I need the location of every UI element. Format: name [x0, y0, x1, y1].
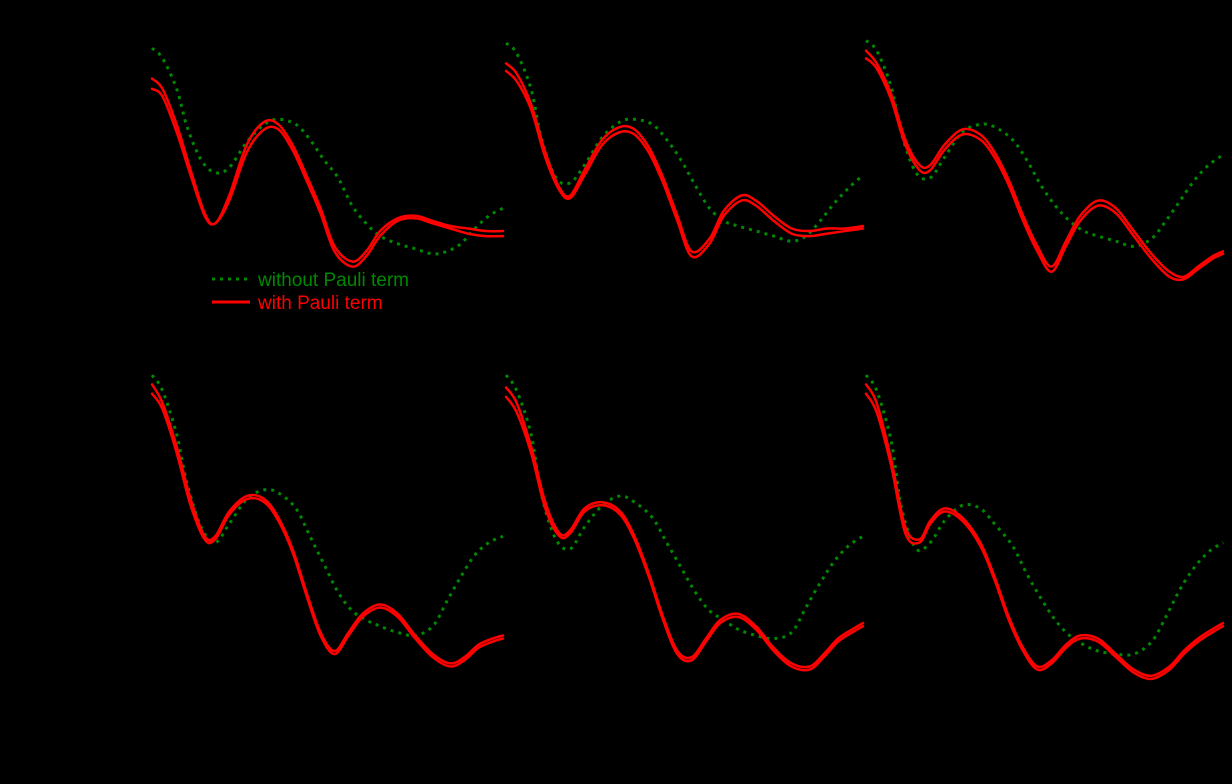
panel-4-series-2-with-pauli [150, 383, 505, 665]
panel-6-series-2-with-pauli [864, 383, 1225, 678]
panel-2-series-3-with-pauli [504, 69, 865, 259]
panel-3-series-2-with-pauli [864, 49, 1225, 279]
panel-3-series-3-with-pauli [864, 57, 1225, 282]
panel-3-series-1-without-pauli [864, 39, 1224, 248]
legend-label-with-pauli: with Pauli term [257, 293, 383, 314]
panel-6-series-1-without-pauli [864, 374, 1224, 657]
panel-2-series-2-with-pauli [504, 62, 865, 254]
panel-1 [150, 47, 505, 268]
panel-4-series-3-with-pauli [150, 392, 505, 668]
panel-2 [504, 41, 865, 259]
panel-4-series-1-without-pauli [150, 374, 504, 638]
panel-4 [150, 374, 505, 668]
panel-6 [864, 374, 1225, 681]
panels-group [150, 39, 1225, 681]
panel-1-series-1-without-pauli [150, 47, 504, 256]
panel-1-series-3-with-pauli [150, 87, 505, 268]
panel-5-series-1-without-pauli [504, 374, 864, 641]
legend-label-without-pauli: without Pauli term [257, 270, 409, 291]
panel-3 [864, 39, 1225, 282]
panel-2-series-1-without-pauli [504, 41, 864, 243]
panel-5-series-3-with-pauli [504, 395, 865, 672]
legend: without Pauli term with Pauli term [212, 270, 409, 314]
panel-6-series-3-with-pauli [864, 392, 1225, 681]
panel-5 [504, 374, 865, 672]
panel-5-series-2-with-pauli [504, 386, 865, 669]
